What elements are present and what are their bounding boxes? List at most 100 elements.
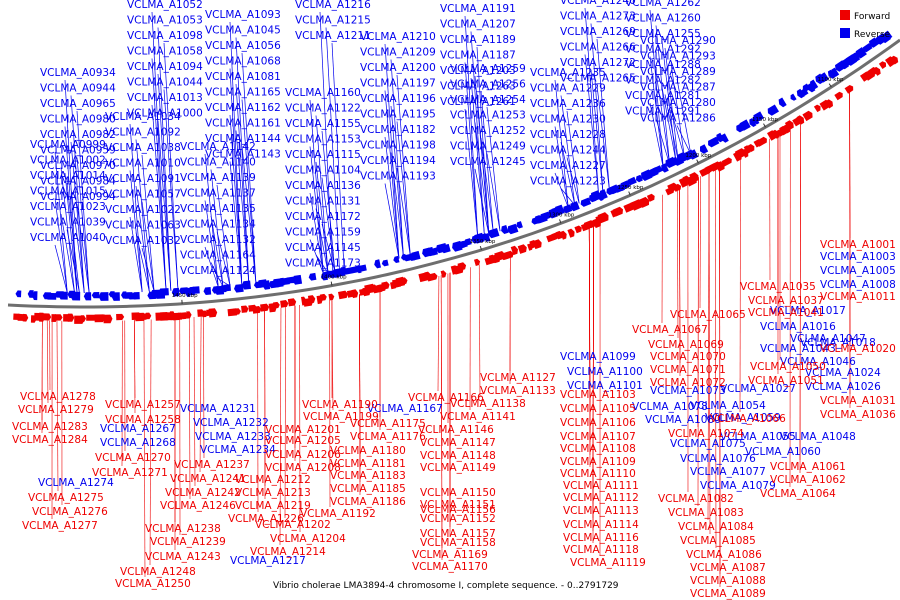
gene-label: VCLMA_A1111: [563, 480, 639, 492]
gene-label: VCLMA_A1260: [625, 13, 701, 25]
gene-label: VCLMA_A1074: [668, 428, 744, 440]
label-leader-line: [315, 254, 329, 273]
gene-arrow: [872, 66, 881, 76]
label-leader-line: [54, 151, 68, 293]
label-leader-line: [321, 130, 336, 272]
gene-label: VCLMA_A1151: [420, 499, 496, 511]
label-leader-line: [554, 172, 569, 208]
label-leader-line: [486, 153, 501, 232]
gene-label: VCLMA_A1103: [560, 389, 636, 401]
gene-label: VCLMA_A1115: [285, 149, 361, 161]
gene-label: VCLMA_A1230: [530, 114, 606, 126]
gene-label: VCLMA_A1101: [567, 380, 643, 392]
gene-label: VCLMA_A1193: [360, 171, 436, 183]
gene-label: VCLMA_A1217: [230, 555, 306, 567]
label-leader-line: [390, 59, 404, 258]
label-leader-line: [134, 320, 136, 414]
label-leader-line: [560, 141, 576, 206]
gene-arrow: [688, 149, 699, 160]
label-leader-line: [676, 187, 679, 339]
gene-arrow: [700, 144, 709, 154]
gene-label: VCLMA_A1013: [127, 92, 203, 104]
label-leader-line: [157, 27, 172, 291]
gene-label: VCLMA_A1145: [285, 242, 361, 254]
gene-label: VCLMA_A1116: [563, 532, 639, 544]
label-leader-line: [70, 141, 85, 294]
gene-label: VCLMA_A1015: [30, 186, 106, 198]
label-leader-line: [664, 94, 679, 161]
gene-arrow: [80, 315, 86, 323]
gene-arrow: [689, 172, 699, 183]
label-leader-line: [470, 77, 485, 236]
label-leader-line: [588, 226, 591, 468]
label-leader-line: [129, 123, 143, 293]
label-leader-line: [315, 208, 329, 273]
label-leader-line: [440, 275, 443, 561]
label-leader-line: [707, 171, 710, 521]
feature-tracks: [13, 30, 899, 324]
gene-label: VCLMA_A1109: [560, 456, 636, 468]
gene-label: VCLMA_A1058: [127, 46, 203, 58]
forward-legend-label: Forward: [854, 12, 890, 22]
label-leader-line: [141, 154, 155, 292]
label-leader-line: [670, 63, 685, 158]
gene-arrow: [567, 228, 575, 238]
gene-arrow: [599, 189, 608, 200]
gene-arrow: [341, 267, 353, 275]
label-leader-line: [584, 54, 600, 196]
tick-label: 1400 kbp: [321, 275, 347, 281]
label-leader-line: [474, 75, 490, 235]
gene-arrow: [381, 259, 389, 267]
gene-label: VCLMA_A1201: [265, 424, 341, 436]
gene-arrow: [880, 32, 892, 44]
gene-label: VCLMA_A1155: [285, 118, 361, 130]
gene-arrow: [222, 284, 231, 292]
label-leader-line: [799, 120, 801, 474]
gene-arrow: [203, 287, 212, 295]
gene-label: VCLMA_A1094: [127, 61, 203, 73]
gene-label: VCLMA_A1198: [360, 140, 436, 152]
label-leader-line: [676, 78, 692, 155]
label-leader-line: [151, 58, 167, 291]
gene-arrow: [767, 104, 779, 116]
label-leader-line: [437, 275, 440, 392]
label-leader-line: [54, 244, 68, 293]
gene-label: VCLMA_A1276: [32, 506, 108, 518]
gene-label: VCLMA_A1284: [12, 434, 88, 446]
gene-label: VCLMA_A1180: [330, 445, 406, 457]
gene-label: VCLMA_A1190: [302, 399, 378, 411]
gene-label: VCLMA_A1186: [330, 496, 406, 508]
gene-label: VCLMA_A1079: [700, 480, 776, 492]
gene-arrow: [824, 99, 833, 109]
label-leader-line: [199, 316, 202, 473]
label-leader-line: [592, 224, 594, 544]
gene-arrow: [457, 262, 467, 271]
gene-label: VCLMA_A0982: [40, 129, 116, 141]
gene-arrow: [539, 211, 551, 221]
gene-arrow: [890, 55, 899, 65]
gene-label: VCLMA_A1037: [748, 295, 824, 307]
label-leader-line: [193, 316, 196, 487]
gene-arrow: [570, 201, 580, 212]
gene-label: VCLMA_A0970: [40, 160, 116, 172]
gene-label: VCLMA_A1282: [625, 75, 701, 87]
gene-arrow: [749, 118, 757, 127]
gene-label: VCLMA_A1249: [450, 141, 526, 153]
tick-label: 1100 kbp: [818, 77, 844, 83]
gene-label: VCLMA_A1062: [770, 474, 846, 486]
gene-arrow: [393, 255, 400, 263]
gene-label: VCLMA_A1046: [780, 356, 856, 368]
gene-arrow: [358, 264, 367, 272]
label-leader-line: [229, 161, 243, 285]
label-leader-line: [309, 99, 324, 274]
gene-label: VCLMA_A1212: [235, 474, 311, 486]
gene-label: VCLMA_A1191: [440, 3, 516, 15]
gene-label: VCLMA_A1107: [560, 431, 636, 443]
gene-label: VCLMA_A1081: [205, 71, 281, 83]
gene-arrow: [516, 221, 523, 229]
gene-label: VCLMA_A1136: [285, 180, 361, 192]
gene-label: VCLMA_A1211: [295, 30, 371, 42]
gene-label: VCLMA_A1141: [440, 411, 516, 423]
gene-arrow: [810, 79, 819, 90]
gene-label: VCLMA_A1250: [115, 578, 191, 590]
